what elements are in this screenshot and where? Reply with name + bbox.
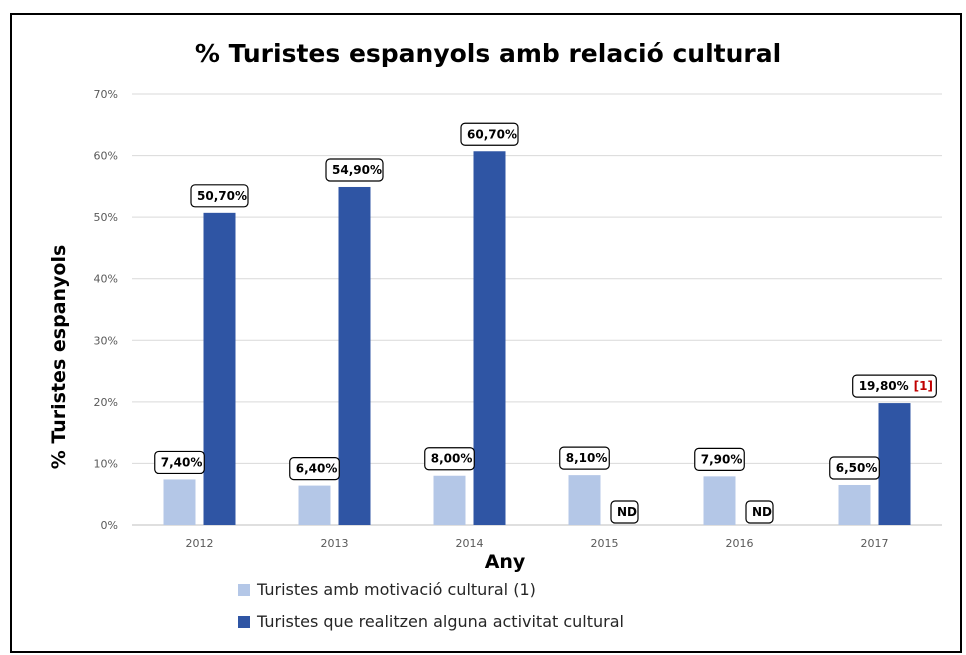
gridlines [132, 93, 942, 526]
y-tick-label: 20% [94, 396, 118, 409]
legend-label: Turistes amb motivació cultural (1) [256, 580, 536, 599]
x-tick-label: 2017 [861, 537, 889, 550]
bar-activitat-2014 [473, 151, 506, 526]
x-tick-label: 2015 [591, 537, 619, 550]
chart-canvas: % Turistes espanyols amb relació cultura… [48, 39, 942, 631]
data-label-box [190, 184, 249, 208]
bar-activitat-2013 [338, 186, 371, 526]
data-label-box [154, 450, 205, 475]
data-label: 50,70% [197, 189, 247, 203]
y-tick-label: 0% [101, 519, 118, 532]
data-label-box [852, 374, 937, 398]
y-axis-title: % Turistes espanyols [48, 245, 70, 470]
bar-motivacio-2015 [568, 475, 601, 525]
bar-activitat-2017 [878, 403, 911, 525]
y-tick-label: 70% [94, 88, 118, 101]
data-label-nd: ND [752, 505, 772, 519]
bar-motivacio-2013 [298, 485, 331, 525]
chart-frame: % Turistes espanyols amb relació cultura… [10, 13, 962, 653]
legend-label: Turistes que realitzen alguna activitat … [256, 612, 624, 631]
bar-activitat-2012 [203, 212, 236, 525]
data-label: 7,90% [701, 452, 743, 466]
data-label-box [694, 447, 745, 471]
x-axis-title: Any [485, 551, 526, 573]
data-labels: 7,40% 50,70% 6,40% 54,90% 8,00% 60,70% 8,10% ND… [154, 122, 937, 524]
data-label-box [325, 158, 384, 182]
data-label-box [289, 456, 340, 481]
bars [163, 151, 911, 526]
data-label: 6,40% [296, 462, 338, 476]
bar-motivacio-2017 [838, 484, 871, 525]
x-tick-label: 2012 [186, 537, 214, 550]
data-label-nd-box [745, 500, 774, 524]
y-tick-label: 40% [94, 273, 118, 286]
legend-swatch [238, 584, 250, 596]
data-label-box [829, 456, 880, 480]
y-tick-label: 30% [94, 334, 118, 347]
bar-motivacio-2016 [703, 476, 736, 525]
x-axis-ticks: 2012 2013 2014 2015 2016 2017 [186, 537, 889, 550]
data-label-box [460, 122, 519, 146]
data-label-box [559, 446, 610, 470]
bar-motivacio-2012 [163, 479, 196, 525]
data-label: 8,10% [566, 451, 608, 465]
data-label: 19,80% [1] [859, 379, 933, 393]
x-tick-label: 2016 [726, 537, 754, 550]
y-tick-label: 50% [94, 211, 118, 224]
data-label-nd-box [610, 500, 639, 524]
chart-title: % Turistes espanyols amb relació cultura… [195, 39, 781, 68]
data-label: 6,50% [836, 461, 878, 475]
data-label: 54,90% [332, 163, 382, 177]
data-label-nd: ND [617, 505, 637, 519]
x-tick-label: 2013 [321, 537, 349, 550]
legend-swatch [238, 616, 250, 628]
bar-motivacio-2014 [433, 475, 466, 525]
y-tick-label: 60% [94, 150, 118, 163]
legend: Turistes amb motivació cultural (1) Turis… [238, 580, 624, 631]
x-tick-label: 2014 [456, 537, 484, 550]
y-axis-ticks: 0% 10% 20% 30% 40% 50% 60% 70% [94, 88, 118, 532]
data-label-box [424, 447, 475, 471]
data-label-note: [1] [914, 379, 933, 393]
data-label: 60,70% [467, 127, 517, 141]
data-label: 8,00% [431, 452, 473, 466]
data-label: 7,40% [161, 455, 203, 469]
y-tick-label: 10% [94, 457, 118, 470]
